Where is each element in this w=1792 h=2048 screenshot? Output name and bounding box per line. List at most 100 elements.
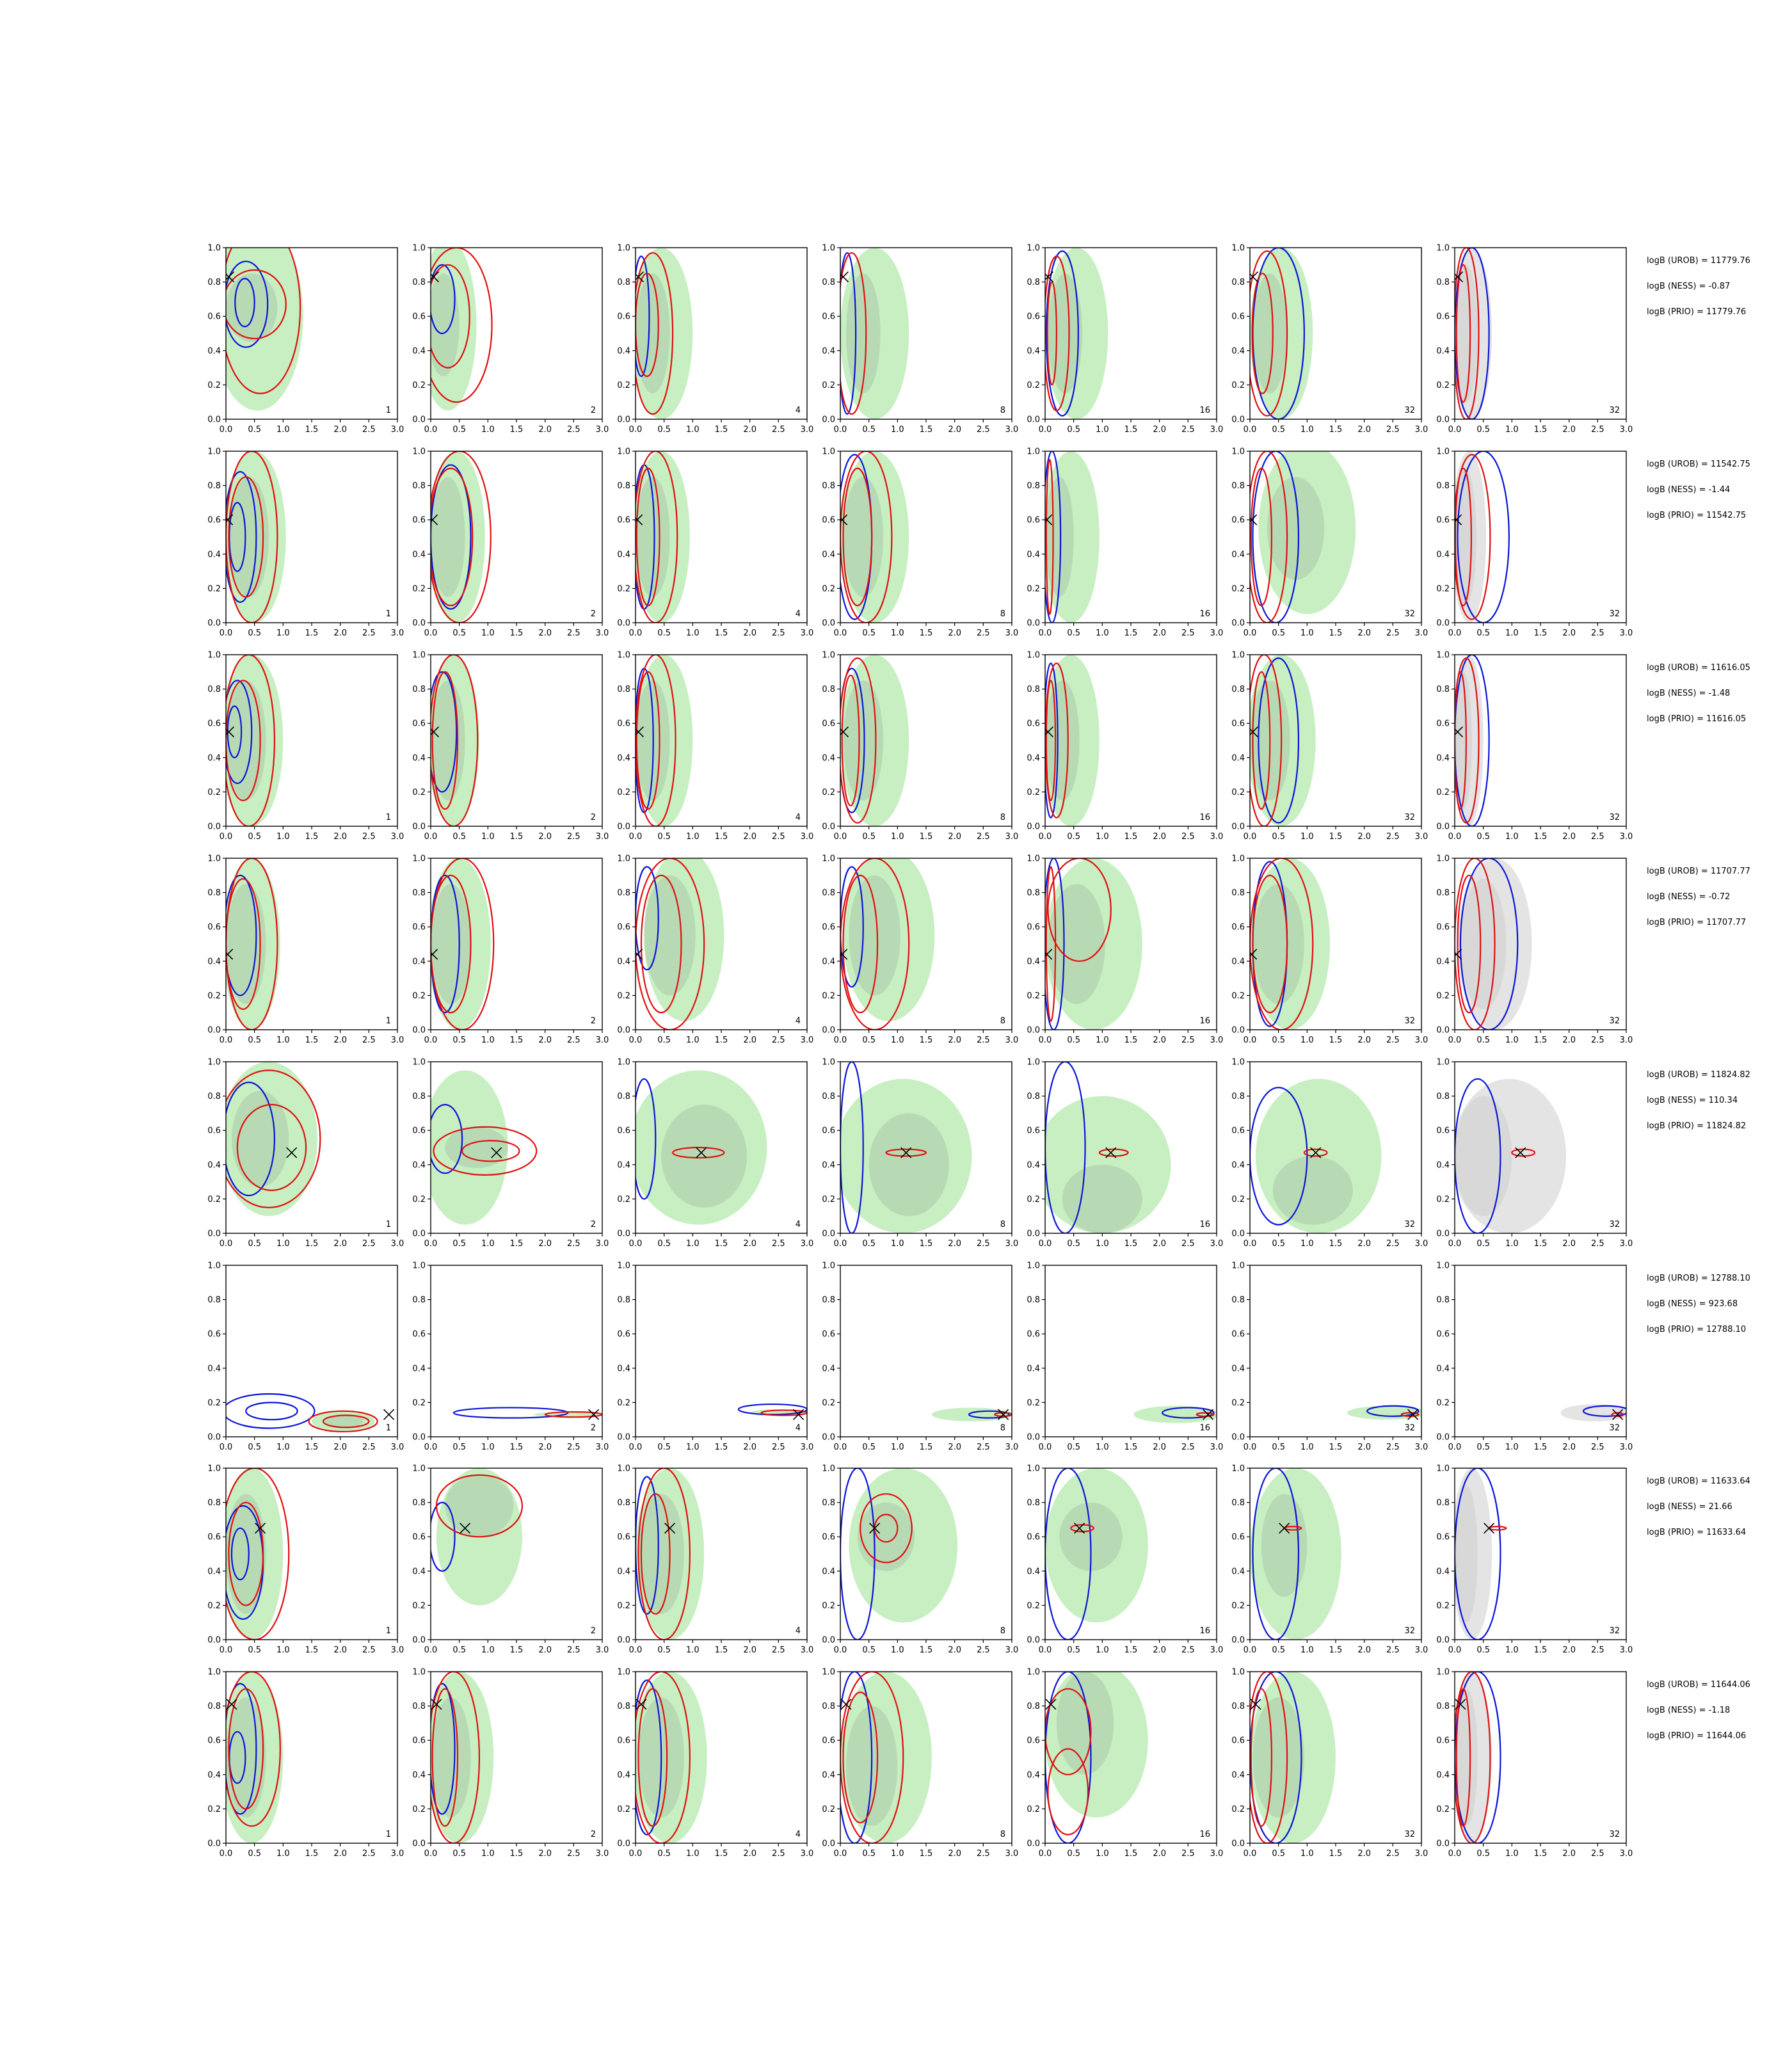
y-tick-label: 1.0: [1027, 651, 1040, 660]
y-tick-label: 1.0: [412, 854, 426, 864]
y-tick-label: 0.4: [1027, 346, 1040, 356]
x-tick-label: 0.0: [1448, 1239, 1462, 1249]
y-tick-label: 1.0: [1436, 244, 1450, 253]
red-contour: [461, 1140, 520, 1162]
x-tick-label: 1.0: [686, 1849, 700, 1859]
x-tick-label: 1.0: [891, 1443, 904, 1452]
blue-contour: [1455, 655, 1490, 826]
panel-plot-area: [1250, 655, 1316, 826]
panel-r6-c4: 0.0 0.5 1.0 1.5 2.0 2.5 3.0 0.0 0.2 0.4 0.6 0.8 1.0 8: [822, 1261, 1018, 1453]
x-tick-label: 2.0: [333, 425, 347, 435]
y-tick-label: 1.0: [1436, 1464, 1450, 1474]
x-tick-label: 0.0: [1448, 832, 1462, 842]
x-tick-label: 3.0: [391, 1443, 404, 1452]
density-fill-inner: [431, 1697, 471, 1818]
y-tick-label: 0.8: [617, 1498, 630, 1508]
x-tick-label: 3.0: [1415, 1036, 1428, 1045]
y-tick-label: 0.2: [617, 584, 630, 594]
y-tick-label: 0.4: [1436, 1160, 1450, 1170]
x-tick-label: 0.0: [1448, 1036, 1462, 1045]
x-tick-label: 2.5: [1181, 425, 1195, 435]
panel-r4-c2: 0.0 0.5 1.0 1.5 2.0 2.5 3.0 0.0 0.2 0.4 0.6 0.8 1.0 2: [412, 854, 609, 1046]
density-fill-outer: [1133, 1405, 1217, 1423]
panel-corner-label: 16: [1199, 813, 1210, 822]
y-tick-label: 0.6: [1436, 1736, 1450, 1746]
y-tick-label: 0.8: [207, 888, 221, 898]
y-tick-label: 0.8: [1436, 1092, 1450, 1101]
x-tick-label: 1.5: [510, 628, 524, 638]
y-tick-label: 0.2: [1436, 584, 1450, 594]
y-tick-label: 1.0: [617, 1668, 630, 1677]
y-tick-label: 0.0: [1436, 1229, 1450, 1239]
x-tick-label: 1.0: [481, 832, 495, 842]
red-contour: [1250, 451, 1288, 623]
x-tick-label: 2.0: [538, 1239, 552, 1249]
y-tick-label: 0.8: [822, 1702, 835, 1711]
y-tick-label: 0.0: [1436, 822, 1450, 832]
panel-plot-area: [636, 248, 693, 419]
red-contour: [1047, 1748, 1089, 1836]
red-contour: [860, 1493, 913, 1564]
y-tick-label: 0.6: [1436, 1330, 1450, 1340]
y-tick-label: 0.2: [412, 1805, 426, 1814]
x-tick-label: 0.0: [629, 832, 643, 842]
x-tick-label: 2.0: [1357, 1239, 1371, 1249]
y-tick-label: 0.0: [412, 1229, 426, 1239]
x-tick-label: 1.0: [1300, 1036, 1314, 1045]
y-tick-label: 0.8: [1027, 1092, 1040, 1101]
panel-corner-label: 8: [1000, 609, 1005, 619]
x-tick-label: 3.0: [391, 1645, 404, 1655]
y-tick-label: 0.8: [1027, 888, 1040, 898]
x-tick-label: 2.5: [362, 832, 376, 842]
y-tick-label: 1.0: [1231, 1058, 1245, 1068]
x-tick-label: 3.0: [1415, 425, 1428, 435]
x-tick-label: 3.0: [1005, 1849, 1019, 1859]
density-fill-inner: [226, 680, 266, 801]
panel-plot-area: [1455, 1078, 1567, 1233]
x-tick-label: 3.0: [1620, 1849, 1633, 1859]
x-tick-label: 2.0: [538, 1645, 552, 1655]
y-tick-label: 0.4: [1436, 1364, 1450, 1373]
y-tick-label: 1.0: [412, 1464, 426, 1474]
y-tick-label: 0.0: [207, 1433, 221, 1443]
red-contour: [431, 467, 474, 607]
truth-marker: [226, 271, 235, 283]
panel-r1-c6: 0.0 0.5 1.0 1.5 2.0 2.5 3.0 0.0 0.2 0.4 0.6 0.8 1.0 3…: [1231, 244, 1428, 435]
y-tick-label: 0.8: [1436, 888, 1450, 898]
x-tick-label: 0.5: [1476, 1443, 1490, 1452]
panel-plot-area: [840, 248, 909, 419]
red-contour: [671, 1146, 725, 1159]
panel-plot-area: [1045, 451, 1100, 623]
x-tick-label: 1.5: [305, 425, 319, 435]
density-fill-inner: [1062, 1164, 1142, 1233]
x-tick-label: 3.0: [391, 628, 404, 638]
red-contour: [431, 874, 472, 1014]
y-tick-label: 0.4: [412, 346, 426, 356]
y-tick-label: 0.0: [1027, 1839, 1040, 1849]
y-tick-label: 0.6: [1436, 1533, 1450, 1542]
y-tick-label: 1.0: [1231, 244, 1245, 253]
panel-plot-area: [737, 1403, 807, 1420]
y-tick-label: 0.2: [617, 1195, 630, 1204]
y-tick-label: 0.0: [1231, 1839, 1245, 1849]
x-tick-label: 0.5: [1272, 628, 1285, 638]
y-tick-label: 0.0: [1027, 822, 1040, 832]
y-tick-label: 0.6: [1436, 312, 1450, 322]
x-tick-label: 2.0: [1153, 1849, 1166, 1859]
panel-plot-area: [1347, 1405, 1421, 1420]
y-tick-label: 0.2: [1027, 1601, 1040, 1611]
x-tick-label: 3.0: [1415, 628, 1428, 638]
panel-plot-area: [931, 1407, 1012, 1421]
x-tick-label: 2.5: [772, 1645, 785, 1655]
panel-plot-area: [840, 451, 909, 623]
y-tick-label: 0.4: [207, 1364, 221, 1373]
truth-marker: [840, 1699, 852, 1710]
red-contour: [1303, 1148, 1328, 1157]
x-tick-label: 0.0: [1039, 1849, 1052, 1859]
y-tick-label: 0.6: [1027, 1736, 1040, 1746]
y-tick-label: 0.6: [412, 719, 426, 729]
panel-plot-area: [636, 451, 690, 623]
x-tick-label: 1.5: [305, 1645, 319, 1655]
panel-corner-label: 32: [1609, 1626, 1620, 1636]
panel-plot-area: [636, 1468, 705, 1640]
